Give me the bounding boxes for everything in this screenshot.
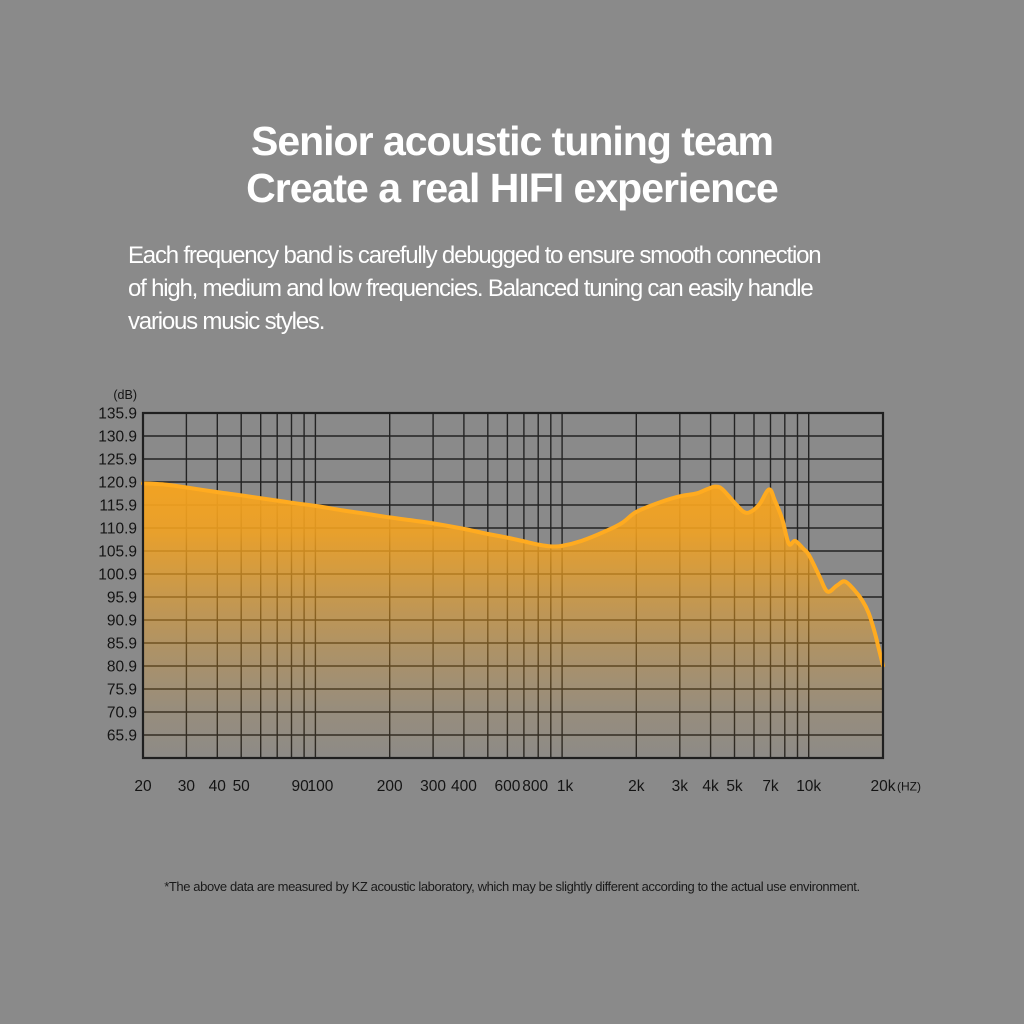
svg-text:600: 600 [494, 778, 520, 795]
svg-text:20k: 20k [871, 778, 896, 795]
svg-text:90: 90 [291, 778, 309, 795]
title-line-1: Senior acoustic tuning team [250, 118, 774, 164]
footnote-text: *The above data are measured by KZ acous… [164, 879, 860, 894]
svg-text:90.9: 90.9 [107, 613, 137, 630]
svg-text:135.9: 135.9 [98, 406, 137, 423]
x-unit-label: (HZ) [897, 780, 921, 794]
svg-text:100: 100 [307, 778, 333, 795]
svg-text:4k: 4k [702, 778, 719, 795]
svg-text:65.9: 65.9 [107, 728, 137, 745]
y-axis-labels: 135.9 130.9 125.9 120.9 115.9 110.9 105.9 100.9… [98, 406, 137, 745]
y-unit-label: (dB) [113, 388, 137, 402]
description-line-2: of high, medium and low frequencies. Bal… [128, 275, 814, 302]
plot-border [141, 411, 885, 760]
svg-text:5k: 5k [726, 778, 743, 795]
svg-text:70.9: 70.9 [107, 705, 137, 722]
description-line-1: Each frequency band is carefully debugge… [128, 242, 822, 269]
svg-text:100.9: 100.9 [98, 567, 137, 584]
description-text: Each frequency band is carefully debugge… [128, 239, 822, 338]
svg-text:95.9: 95.9 [107, 590, 137, 607]
svg-text:20: 20 [134, 778, 152, 795]
svg-text:3k: 3k [672, 778, 689, 795]
svg-text:200: 200 [377, 778, 403, 795]
svg-text:40: 40 [209, 778, 227, 795]
svg-text:30: 30 [178, 778, 196, 795]
svg-text:75.9: 75.9 [107, 682, 137, 699]
svg-text:120.9: 120.9 [98, 475, 137, 492]
svg-text:2k: 2k [628, 778, 645, 795]
svg-text:7k: 7k [762, 778, 779, 795]
svg-text:85.9: 85.9 [107, 636, 137, 653]
description-line-3: various music styles. [128, 308, 325, 335]
svg-text:300: 300 [420, 778, 446, 795]
response-curve [141, 481, 885, 668]
svg-text:110.9: 110.9 [99, 521, 137, 538]
svg-text:10k: 10k [796, 778, 821, 795]
svg-text:115.9: 115.9 [99, 498, 137, 515]
title-line-2: Create a real HIFI experience [246, 165, 779, 211]
svg-text:1k: 1k [557, 778, 574, 795]
svg-text:400: 400 [451, 778, 477, 795]
svg-text:80.9: 80.9 [107, 659, 137, 676]
page-title: Senior acoustic tuning team Create a rea… [0, 118, 1024, 212]
svg-text:105.9: 105.9 [98, 544, 137, 561]
svg-text:125.9: 125.9 [98, 452, 137, 469]
svg-text:50: 50 [233, 778, 251, 795]
response-area-fill [143, 483, 883, 758]
svg-text:800: 800 [522, 778, 548, 795]
svg-text:130.9: 130.9 [98, 429, 137, 446]
chart-svg: 135.9 130.9 125.9 120.9 115.9 110.9 105.9 100.9… [98, 388, 921, 795]
